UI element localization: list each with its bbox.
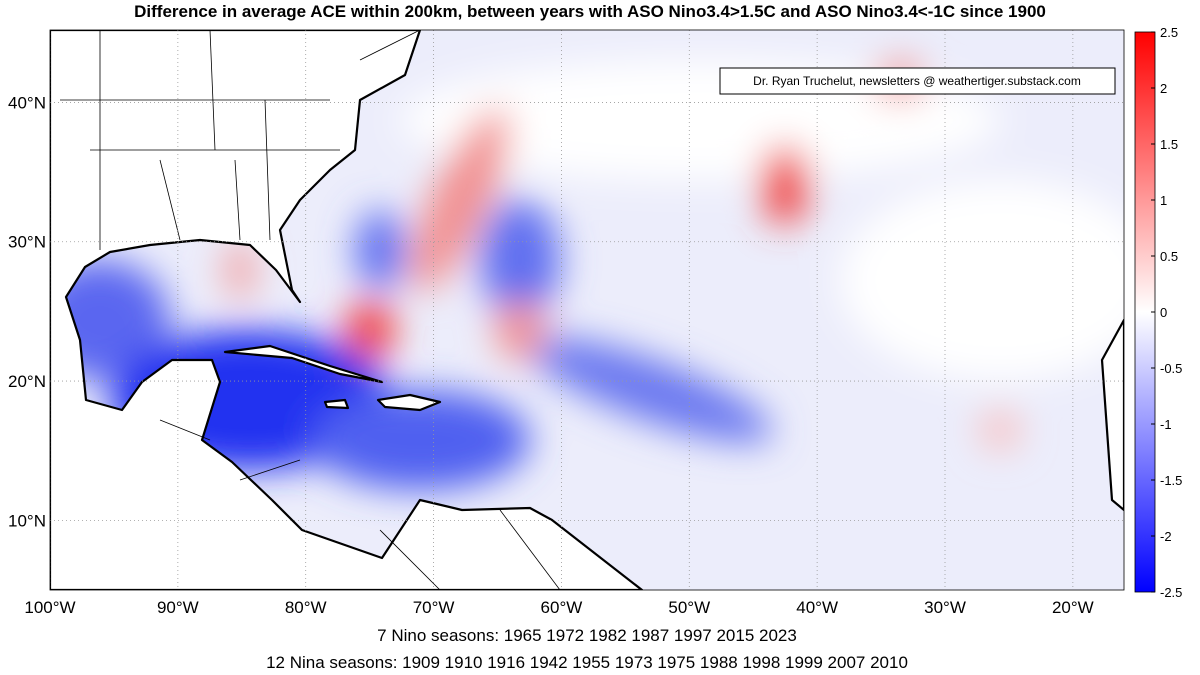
colorbar-tick-label: -1.5: [1160, 473, 1182, 488]
borders: [60, 30, 561, 590]
colorbar-tick-label: -2.5: [1160, 585, 1182, 600]
colorbar-tick-label: 1.5: [1160, 137, 1178, 152]
colorbar-tick-label: 0.5: [1160, 249, 1178, 264]
lon-tick-label: 90°W: [157, 598, 199, 617]
lon-tick-label: 40°W: [796, 598, 838, 617]
island-cuba: [223, 344, 384, 384]
land-americas: [50, 30, 644, 590]
lon-tick-label: 30°W: [924, 598, 966, 617]
lon-tick-label: 50°W: [668, 598, 710, 617]
graticule: [50, 30, 1124, 590]
lon-tick-label: 100°W: [24, 598, 75, 617]
map-frame: [49, 29, 1125, 591]
lat-tick-label: 40°N: [8, 93, 46, 112]
lon-tick-label: 70°W: [413, 598, 455, 617]
lon-tick-label: 20°W: [1052, 598, 1094, 617]
title: Difference in average ACE within 200km, …: [134, 2, 1046, 21]
lon-tick-label: 60°W: [541, 598, 583, 617]
colorbar-tick-label: -0.5: [1160, 361, 1182, 376]
lat-tick-label: 20°N: [8, 372, 46, 391]
colorbar-tick-label: -2: [1160, 529, 1172, 544]
colorbar-tick-label: -1: [1160, 417, 1172, 432]
footer-nino: 7 Nino seasons: 1965 1972 1982 1987 1997…: [377, 626, 797, 645]
map-area: Dr. Ryan Truchelut, newsletters @ weathe…: [50, 30, 1124, 590]
colorbar-tick-label: 2: [1160, 81, 1167, 96]
lat-tick-label: 10°N: [8, 511, 46, 530]
lon-tick-label: 80°W: [285, 598, 327, 617]
colorbar-tick-label: 0: [1160, 305, 1167, 320]
colorbar-tick-label: 2.5: [1160, 25, 1178, 40]
footer-nina: 12 Nina seasons: 1909 1910 1916 1942 195…: [266, 653, 908, 672]
credit-box: [719, 67, 1116, 95]
island-hispaniola: [376, 393, 442, 412]
credit: Dr. Ryan Truchelut, newsletters @ weathe…: [753, 74, 1081, 88]
colorbar-tick-label: 1: [1160, 193, 1167, 208]
land-africa: [1100, 318, 1124, 512]
island-jamaica: [323, 398, 350, 410]
lat-tick-label: 30°N: [8, 233, 46, 252]
